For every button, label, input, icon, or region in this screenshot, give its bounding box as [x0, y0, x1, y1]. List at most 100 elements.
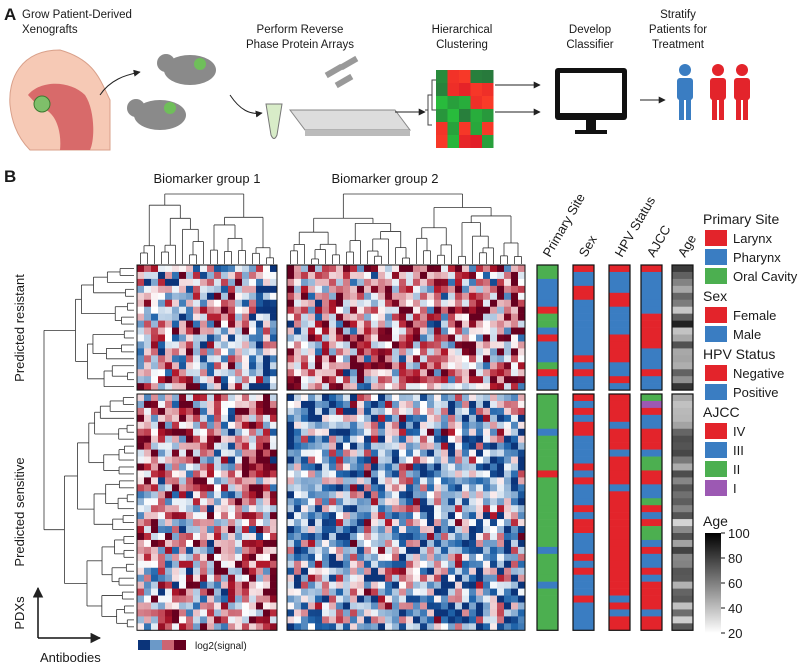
- heatmap-cell: [518, 574, 526, 582]
- heatmap-cell: [497, 553, 505, 562]
- heatmap-cell: [214, 348, 222, 356]
- heatmap-cell: [214, 574, 222, 582]
- heatmap-cell: [385, 498, 393, 506]
- heatmap-cell: [483, 285, 491, 294]
- annotation-cell: [573, 327, 594, 335]
- heatmap-cell: [476, 394, 484, 402]
- heatmap-cell: [263, 560, 271, 569]
- heatmap-cell: [256, 519, 264, 527]
- annotation-cell: [672, 428, 693, 436]
- heatmap-cell: [504, 553, 512, 562]
- heatmap-cell: [399, 449, 407, 457]
- heatmap-cell: [490, 581, 498, 589]
- heatmap-cell: [207, 428, 215, 436]
- heatmap-cell: [504, 616, 512, 624]
- heatmap-cell: [462, 560, 470, 569]
- heatmap-cell: [165, 526, 173, 534]
- heatmap-cell: [392, 348, 400, 356]
- heatmap-cell: [455, 334, 463, 342]
- heatmap-cell: [263, 581, 271, 589]
- annotation-cell: [573, 369, 594, 377]
- heatmap-cell: [179, 292, 187, 301]
- heatmap-cell: [455, 271, 463, 280]
- annotation-cell: [672, 369, 693, 377]
- heatmap-cell: [462, 376, 470, 384]
- heatmap-cell: [287, 376, 295, 384]
- heatmap-cell: [158, 265, 166, 273]
- annotation-cell: [672, 609, 693, 617]
- heatmap-cell: [315, 616, 323, 624]
- row-label: Predicted sensitive: [12, 457, 27, 566]
- heatmap-cell: [441, 484, 449, 492]
- heatmap-cell: [308, 533, 316, 541]
- annotation-cell: [641, 588, 662, 596]
- heatmap-cell: [263, 362, 271, 370]
- heatmap-cell: [441, 400, 449, 409]
- heatmap-cell: [144, 519, 152, 527]
- annotation-cell: [641, 355, 662, 363]
- heatmap-cell: [242, 491, 250, 499]
- heatmap-cell: [427, 285, 435, 294]
- heatmap-cell: [448, 271, 456, 280]
- heatmap-cell: [336, 491, 344, 499]
- heatmap-cell: [308, 376, 316, 384]
- heatmap-cell: [200, 355, 208, 363]
- heatmap-cell: [179, 278, 187, 287]
- legend-swatch: [705, 442, 727, 458]
- annotation-cell: [609, 394, 630, 402]
- heatmap-cell: [350, 463, 358, 471]
- heatmap-cell: [301, 369, 309, 377]
- heatmap-cell: [420, 327, 428, 335]
- heatmap-cell: [242, 477, 250, 485]
- heatmap-cell: [518, 285, 526, 294]
- annotation-cell: [672, 449, 693, 457]
- annotation-cell: [537, 348, 558, 356]
- heatmap-cell: [497, 574, 505, 582]
- heatmap-cell: [504, 567, 512, 575]
- heatmap-cell: [448, 539, 456, 548]
- heatmap-cell: [179, 463, 187, 471]
- heatmap-cell: [378, 320, 386, 328]
- heatmap-cell: [469, 602, 477, 610]
- heatmap-cell: [371, 463, 379, 471]
- heatmap-cell: [455, 609, 463, 617]
- heatmap-cell: [518, 327, 526, 335]
- heatmap-cell: [413, 435, 421, 443]
- heatmap-cell: [427, 383, 435, 391]
- heatmap-cell: [469, 477, 477, 485]
- annotation-cell: [573, 623, 594, 631]
- heatmap-cell: [179, 414, 187, 423]
- heatmap-cell: [399, 623, 407, 631]
- heatmap-cell: [371, 498, 379, 506]
- heatmap-cell: [249, 341, 257, 349]
- heatmap-cell: [315, 285, 323, 294]
- heatmap-cell: [221, 581, 229, 589]
- heatmap-cell: [329, 278, 337, 287]
- heatmap-cell: [406, 299, 414, 307]
- heatmap-cell: [137, 567, 145, 575]
- heatmap-cell: [490, 348, 498, 356]
- heatmap-cell: [270, 362, 278, 370]
- heatmap-cell: [371, 588, 379, 596]
- heatmap-cell: [504, 414, 512, 423]
- heatmap-cell: [256, 341, 264, 349]
- heatmap-cell: [235, 327, 243, 335]
- heatmap-cell: [329, 428, 337, 436]
- heatmap-cell: [455, 278, 463, 287]
- mini-heat-cell: [447, 83, 459, 96]
- heatmap-cell: [420, 505, 428, 513]
- heatmap-cell: [518, 567, 526, 575]
- heatmap-cell: [385, 519, 393, 527]
- heatmap-cell: [214, 435, 222, 443]
- heatmap-cell: [287, 609, 295, 617]
- heatmap-cell: [172, 265, 180, 273]
- heatmap-cell: [270, 442, 278, 450]
- heatmap-cell: [476, 271, 484, 280]
- heatmap-cell: [179, 362, 187, 370]
- heatmap-cell: [504, 327, 512, 335]
- heatmap-cell: [144, 560, 152, 569]
- heatmap-cell: [172, 362, 180, 370]
- heatmap-cell: [378, 400, 386, 409]
- legend-item: Oral Cavity: [733, 269, 798, 284]
- heatmap-cell: [357, 327, 365, 335]
